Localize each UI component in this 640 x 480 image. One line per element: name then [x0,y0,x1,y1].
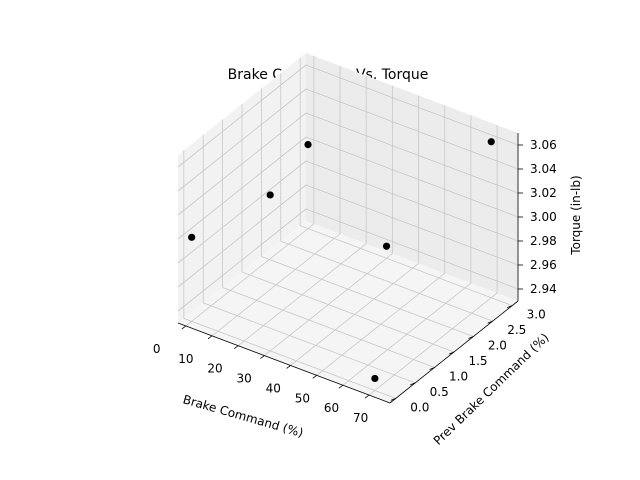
data-point [371,374,379,383]
data-point [266,191,274,199]
z-gridline-back [305,136,519,218]
z-tick-label: 2.94 [530,282,557,296]
y-tick-mark [468,336,474,339]
z-gridline-wall [177,88,307,192]
z-tick-label: 3.00 [530,210,557,224]
z-gridline-wall [177,112,307,216]
z-gridline-wall [177,208,307,312]
data-point [304,140,312,149]
data-point [487,138,495,146]
z-tick-label: 3.04 [530,162,557,176]
x-tick-mark [260,355,265,359]
z-gridline-back [305,88,519,170]
y-tick-label: 2.0 [488,339,507,353]
z-gridline-wall [177,160,307,264]
z-gridline-wall [177,64,307,168]
y-tick-label: 2.5 [507,323,526,337]
z-tick-label: 3.02 [530,186,557,200]
z-gridline-back [305,64,519,146]
y-tick-mark [429,367,435,370]
z-tick-label: 3.06 [530,138,557,152]
z-tick-label: 2.96 [530,258,557,272]
grid-lines [177,55,519,399]
z-axis-label: Torque (in-lb) [569,175,583,255]
x-tick-mark [207,335,213,340]
x-tick-label: 70 [353,411,368,425]
tick-marks: 0 10 20 30 40 50 60 70 0.00.51.01.52.02.53.0 2.94… [153,138,557,425]
data-points [188,138,495,383]
x-tick-mark [312,375,317,379]
z-tick-label: 2.98 [530,234,557,248]
z-gridline-wall [177,184,307,288]
x-tick-label: 30 [237,372,252,386]
y-tick-mark [410,382,416,386]
y-gridline-floor [241,271,455,353]
x-tick-label: 20 [207,362,222,376]
x-tick-mark [364,394,370,399]
y-tick-label: 3.0 [527,308,546,322]
y-tick-mark [507,305,513,309]
x-tick-mark [286,365,291,369]
z-gridline-back [305,208,519,290]
y-gridline-floor [300,225,513,307]
x-tick-mark [233,345,239,350]
x-tick-label: 50 [295,391,310,405]
y-gridline-floor [222,287,435,368]
data-point [382,242,391,250]
y-tick-label: 1.5 [468,354,487,368]
x-axis-label: Brake Command (%) [181,392,305,440]
y-tick-mark [448,351,455,355]
x-tick-label: 10 [178,352,193,366]
y-gridline-floor [261,256,474,337]
z-gridline-back [305,112,519,194]
y-tick-label: 1.0 [449,369,468,383]
z-gridline-back [305,184,519,266]
y-tick-mark [487,320,493,324]
x-tick-mark [338,384,344,389]
data-point [188,233,196,241]
z-gridline-wall [177,136,307,240]
y-gridline-floor [183,317,396,399]
y-gridline-floor [203,302,416,384]
y-tick-label: 0.0 [410,400,429,414]
x-axis-line [177,322,391,404]
y-gridline-floor [280,240,493,322]
z-gridline-back [305,160,519,242]
x-tick-label: 40 [266,381,281,395]
x-tick-mark [181,325,187,330]
x-tick-label: 60 [324,401,339,415]
y-tick-mark [390,397,396,401]
x-tick-label: 0 [153,342,161,356]
y-tick-label: 0.5 [430,385,449,399]
